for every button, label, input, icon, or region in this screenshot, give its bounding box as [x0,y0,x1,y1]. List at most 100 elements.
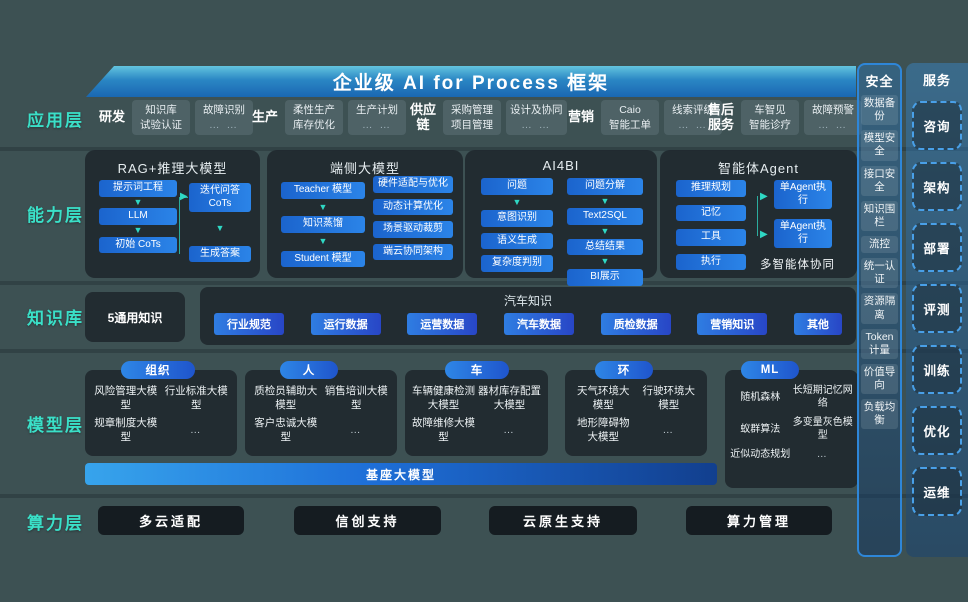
base-model-bar: 基座大模型 [85,463,717,485]
app-pill-line: 生产计划 [356,104,398,116]
app-pill-line: 采购管理 [451,104,493,116]
flow-node: 迭代问答CoTs [189,183,251,212]
card-title: 智能体Agent [718,161,799,176]
app-group-after-sales: 售后服务 车智见 智能诊疗 故障预警 … … [706,100,862,136]
arrow-down-icon: ▼ [318,235,328,246]
flow-node: 执行 [676,253,746,270]
app-pill: 线索评级 … … [664,100,722,136]
rag-left-column: 提示词工程 ▼ LLM ▼ 初始 CoTs [99,180,177,254]
knowledge-pill: 营销知识 [697,313,768,335]
app-pill-line: 项目管理 [451,118,493,131]
app-pill: 生产计划 … … [348,100,406,136]
flow-connector [179,197,188,254]
arrow-right-icon: ▶ [760,229,768,240]
arrow-down-icon: ▼ [133,224,143,235]
service-item: 架构 [912,162,962,211]
service-item: 运维 [912,467,962,516]
app-pill-line: 智能诊疗 [749,118,791,131]
model-item: 长短期记忆网络 [792,385,853,409]
security-item: 负载均衡 [861,399,898,430]
arrow-down-icon: ▼ [600,256,610,267]
model-group-environment: 天气环境大模型 行驶环境大模型 地形障碍物大模型 … [565,370,707,456]
model-item: 地形障碍物大模型 [577,417,630,443]
app-group-label: 售后服务 [707,101,734,132]
flow-node: 问题 [481,178,553,195]
flow-node: 记忆 [676,204,746,221]
services-column: 服务 咨询 架构 部署 评测 训练 优化 运维 [906,63,968,557]
service-item: 优化 [912,406,962,455]
flow-node: 生成答案 [189,245,251,263]
app-pill: Caio 智能工单 [601,100,659,136]
rag-right-column: 迭代问答CoTs ▼ 生成答案 [189,183,251,263]
model-item: 蚁群算法 [740,423,781,435]
app-group-production: 生产 柔性生产 库存优化 生产计划 … … [250,100,406,136]
flow-node: 场景驱动裁剪 [373,221,453,238]
model-item: … [662,424,675,437]
knowledge-pill: 运营数据 [407,313,478,335]
model-item: … [190,424,203,437]
security-item: 资源隔离 [861,293,898,324]
model-item: 器材库存配置大模型 [478,385,541,411]
card-title: RAG+推理大模型 [117,161,228,176]
model-group-ml: 随机森林 长短期记忆网络 蚁群算法 多变量灰色模型 近似动态规划 … [725,370,858,488]
app-group-supply-chain: 供应链 采购管理 项目管理 设计及协同 … … [408,100,567,136]
app-group-rnd: 研发 知识库 试验认证 故障识别 … … [97,100,253,136]
knowledge-pill: 汽车数据 [503,313,574,335]
model-tag-people: 人 [280,361,338,379]
compute-item-cloudnative: 云原生支持 [489,506,637,535]
flow-node: 单Agent执行 [774,180,832,209]
knowledge-pill: 行业规范 [214,313,284,335]
arrow-right-icon: ▶ [180,191,188,202]
app-pill: 设计及协同 … … [506,100,567,136]
security-title: 安全 [865,74,894,89]
model-item: 故障维修大模型 [412,417,475,443]
arrow-down-icon: ▼ [133,196,143,207]
model-item: 客户忠诚大模型 [254,417,318,443]
flow-node: 端云协同架构 [373,243,453,260]
model-item: 行业标准大模型 [164,385,228,411]
services-title: 服务 [922,73,951,88]
capability-card-agent: 智能体Agent 推理规划 记忆 工具 执行 ▶ ▶ 单Agent执行 单Age… [660,150,857,278]
flow-node: 语义生成 [481,232,553,250]
knowledge-pill: 其他 [793,313,842,335]
security-item: Token计量 [861,328,898,359]
flow-node: Teacher 模型 [281,182,365,199]
app-pill-line: 库存优化 [293,118,335,131]
edge-left-column: Teacher 模型 ▼ 知识蒸馏 ▼ Student 模型 [281,182,365,268]
app-pill-line: … … [521,118,552,131]
service-item: 训练 [912,345,962,394]
layer-divider [0,147,968,151]
service-item: 部署 [912,223,962,272]
model-group-people: 质检员辅助大模型 销售培训大模型 客户忠诚大模型 … [245,370,397,456]
app-pill: 柔性生产 库存优化 [285,100,343,136]
layer-label-model: 模型层 [27,416,84,435]
model-item: 行驶环境大模型 [642,385,696,411]
layer-label-capability: 能力层 [27,206,84,225]
model-item: … [816,449,829,460]
arrow-down-icon: ▼ [512,196,522,207]
layer-divider [0,281,968,285]
security-item: 数据备份 [861,95,898,126]
flow-node: Text2SQL [567,208,643,225]
capability-card-edge-model: 端侧大模型 Teacher 模型 ▼ 知识蒸馏 ▼ Student 模型 硬件适… [267,150,463,278]
flow-node: 推理规划 [676,180,746,197]
app-pill-line: 故障预警 [812,104,854,116]
app-group-label: 供应链 [409,101,436,132]
app-pill: 故障预警 … … [804,100,862,136]
flow-node: Student 模型 [281,250,365,268]
capability-card-ai4bi: AI4BI 问题 ▼ 意图识别 语义生成 复杂度判别 问题分解 ▼ Text2S… [465,150,657,286]
model-item: 近似动态规划 [730,449,791,460]
security-item: 接口安全 [861,165,898,196]
layer-label-compute: 算力层 [27,514,84,533]
app-pill: 采购管理 项目管理 [443,100,501,136]
model-group-org: 风险管理大模型 行业标准大模型 规章制度大模型 … [85,370,237,456]
model-tag-org: 组织 [121,361,195,379]
arrow-right-icon: ▶ [760,191,768,202]
model-item: 质检员辅助大模型 [254,385,318,411]
flow-node: BI展示 [567,269,643,286]
model-item: 风险管理大模型 [94,385,158,411]
agent-left-column: 推理规划 记忆 工具 执行 [676,180,746,270]
ai4bi-left-column: 问题 ▼ 意图识别 语义生成 复杂度判别 [481,178,553,272]
app-pill: 故障识别 … … [195,100,253,136]
